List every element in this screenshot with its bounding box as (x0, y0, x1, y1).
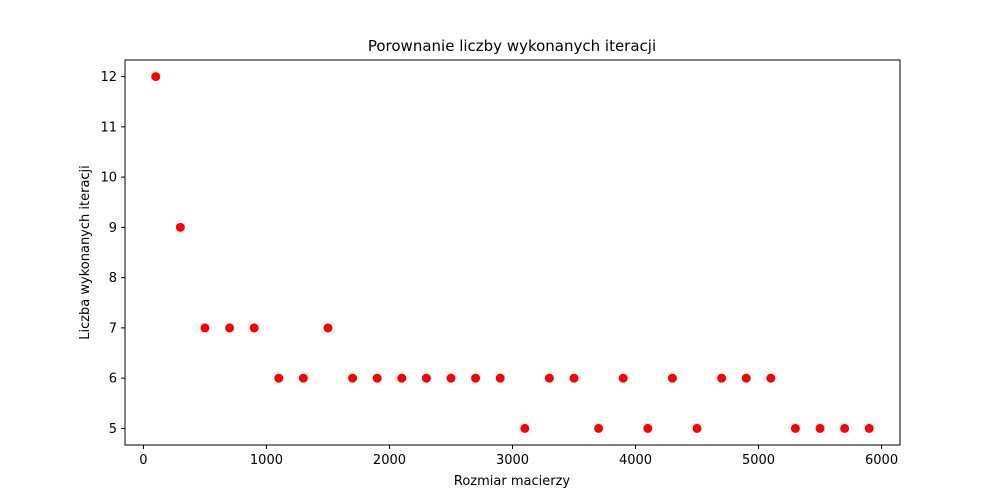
data-point (421, 373, 431, 383)
data-point (741, 373, 751, 383)
data-point (151, 72, 161, 82)
data-point (594, 423, 604, 433)
y-axis-label: Liczba wykonanych iteracji (78, 165, 93, 340)
data-point (495, 373, 505, 383)
data-point (348, 373, 358, 383)
data-point (471, 373, 481, 383)
data-point (864, 423, 874, 433)
data-point (298, 373, 308, 383)
x-tick-label: 4000 (619, 453, 652, 468)
data-point (840, 423, 850, 433)
data-point (323, 323, 333, 333)
data-point (520, 423, 530, 433)
data-point (249, 323, 259, 333)
data-point (397, 373, 407, 383)
y-tick-label: 10 (100, 171, 117, 186)
y-tick-label: 5 (109, 422, 117, 437)
x-tick-label: 5000 (742, 453, 775, 468)
data-point (815, 423, 825, 433)
data-point (618, 373, 628, 383)
data-point (372, 373, 382, 383)
data-point (544, 373, 554, 383)
y-tick-label: 6 (109, 372, 117, 387)
data-point (667, 373, 677, 383)
x-tick-label: 0 (139, 453, 147, 468)
data-point (225, 323, 235, 333)
data-point (274, 373, 284, 383)
points-layer (151, 72, 874, 433)
x-tick-label: 3000 (496, 453, 529, 468)
y-tick-label: 7 (109, 321, 117, 336)
y-tick-label: 11 (100, 120, 117, 135)
x-axis-label: Rozmiar macierzy (454, 474, 571, 489)
data-point (200, 323, 210, 333)
data-point (569, 373, 579, 383)
data-point (692, 423, 702, 433)
y-tick-label: 9 (109, 221, 117, 236)
data-point (790, 423, 800, 433)
y-tick-label: 8 (109, 271, 117, 286)
x-axis: 0 1000 2000 3000 4000 5000 6000 (139, 445, 898, 468)
chart-title: Porownanie liczby wykonanych iteracji (368, 37, 656, 55)
y-tick-label: 12 (100, 70, 117, 85)
data-point (175, 222, 185, 232)
x-tick-label: 6000 (865, 453, 898, 468)
x-tick-label: 2000 (373, 453, 406, 468)
data-point (717, 373, 727, 383)
x-tick-label: 1000 (250, 453, 283, 468)
y-axis: 5 6 7 8 9 10 11 12 (100, 70, 125, 437)
data-point (766, 373, 776, 383)
plot-frame (124, 59, 901, 446)
data-point (643, 423, 653, 433)
data-point (446, 373, 456, 383)
